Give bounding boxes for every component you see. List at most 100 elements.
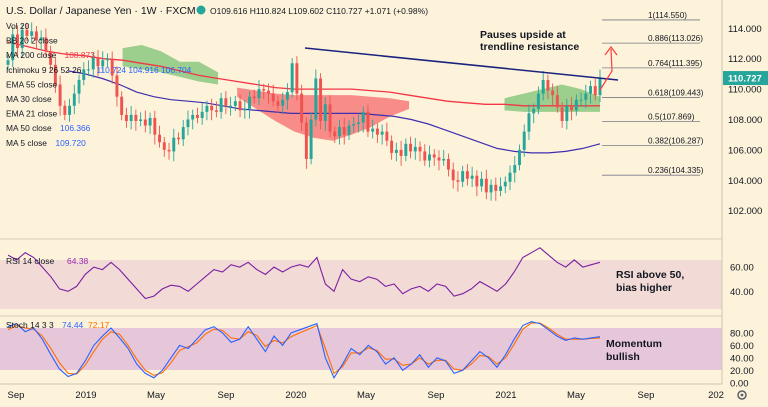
candle xyxy=(356,113,360,133)
candle-body xyxy=(584,93,588,100)
candle xyxy=(361,106,365,133)
candle xyxy=(574,94,578,116)
candle xyxy=(555,86,559,113)
candle xyxy=(418,141,422,162)
candle-body xyxy=(238,101,242,111)
candle-body xyxy=(546,79,550,91)
legend-item-label: Ichimoku 9 26 52 26 xyxy=(6,65,82,75)
candle xyxy=(314,69,318,127)
candle xyxy=(63,100,67,121)
candle xyxy=(172,128,176,162)
candle-body xyxy=(16,34,19,49)
time-tick-label: Sep xyxy=(8,390,25,401)
indicator-legend: Vol 20 BB 20 2 close MA 200 close 108.873 Ic… xyxy=(6,21,192,148)
candle xyxy=(262,83,266,99)
candle-body xyxy=(371,128,375,132)
candle xyxy=(91,51,95,78)
resistance-trendline[interactable] xyxy=(304,47,619,81)
candle-body xyxy=(456,180,460,182)
fib-label: 0.382(106.287) xyxy=(648,137,704,146)
price-tick-label: 108.000 xyxy=(728,115,762,126)
candle-body xyxy=(347,125,351,135)
candle xyxy=(319,73,323,130)
candle xyxy=(162,136,166,157)
candle-body xyxy=(224,98,228,106)
candle-body xyxy=(522,131,526,150)
candle xyxy=(546,74,550,99)
candle xyxy=(541,71,545,101)
candle xyxy=(461,165,465,188)
candle xyxy=(195,107,199,124)
candle-body xyxy=(101,60,105,67)
candle-body xyxy=(148,117,152,126)
candle xyxy=(101,51,105,72)
candle-body xyxy=(314,78,318,120)
candle-body xyxy=(385,131,389,141)
candle-body xyxy=(177,137,180,140)
arrow-head-icon xyxy=(604,46,618,56)
candle-body xyxy=(262,89,266,91)
candle-body xyxy=(480,178,484,187)
candle xyxy=(446,153,450,177)
candle-body xyxy=(120,96,124,115)
candle xyxy=(233,95,237,112)
candle xyxy=(44,28,48,57)
candle xyxy=(598,69,602,103)
candle xyxy=(489,179,493,201)
candle-body xyxy=(598,78,602,96)
candle-body xyxy=(418,146,422,152)
candle-body xyxy=(68,105,72,115)
stoch-d-value: 72.17 xyxy=(88,320,110,330)
candle xyxy=(243,99,247,119)
candle xyxy=(432,149,436,166)
candle xyxy=(390,135,394,160)
candle xyxy=(281,92,285,115)
candle-body xyxy=(399,149,403,156)
candlesticks xyxy=(6,22,602,201)
candle xyxy=(105,53,109,68)
trendline-note-line1: Pauses upside at xyxy=(480,29,566,41)
candle-body xyxy=(49,51,53,65)
legend-item-label: EMA 21 close xyxy=(6,109,58,119)
candle xyxy=(560,102,564,128)
candle-body xyxy=(551,90,555,96)
candle xyxy=(328,95,332,137)
last-price-badge xyxy=(723,71,768,86)
candle xyxy=(238,94,242,118)
candle-body xyxy=(304,122,308,159)
time-tick-label: 202 xyxy=(708,390,724,401)
candle-body xyxy=(214,110,218,112)
candle-body xyxy=(243,108,247,111)
candle xyxy=(342,118,346,145)
candle xyxy=(593,78,597,101)
candle xyxy=(191,109,195,130)
stoch-tick-label: 20.00 xyxy=(730,366,754,377)
candle-body xyxy=(248,96,252,109)
candle xyxy=(442,150,446,166)
candle xyxy=(503,176,507,194)
candle xyxy=(276,95,280,113)
candle-body xyxy=(579,99,583,101)
price-tick-label: 110.000 xyxy=(728,85,762,96)
candle-body xyxy=(461,171,465,182)
candle-body xyxy=(105,58,109,61)
candle xyxy=(323,97,327,131)
candle xyxy=(352,116,356,133)
candle xyxy=(158,125,162,148)
candle xyxy=(532,103,536,124)
candle xyxy=(210,98,214,121)
legend-item-value: 108.873 xyxy=(65,50,96,60)
candle-body xyxy=(390,140,394,153)
candle-body xyxy=(124,114,128,121)
candle xyxy=(300,84,304,131)
candle-body xyxy=(366,111,370,132)
fib-label: 0.5(107.869) xyxy=(648,112,695,121)
candle-body xyxy=(110,58,114,76)
candle-body xyxy=(96,57,100,67)
candle-body xyxy=(394,149,398,153)
candle xyxy=(153,110,157,145)
candle xyxy=(11,27,15,68)
settings-gear-icon[interactable] xyxy=(737,390,747,400)
candle xyxy=(484,169,488,200)
